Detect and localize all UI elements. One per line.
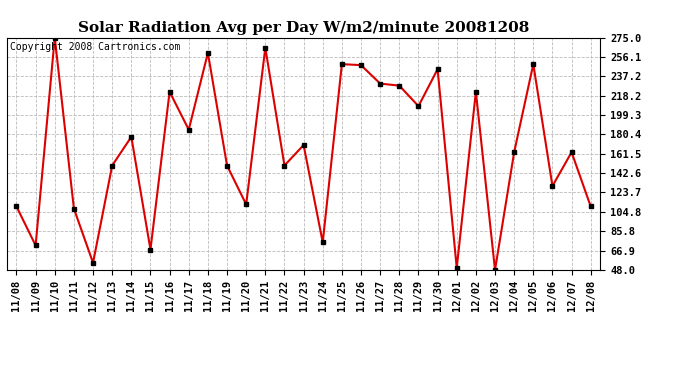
Title: Solar Radiation Avg per Day W/m2/minute 20081208: Solar Radiation Avg per Day W/m2/minute … xyxy=(78,21,529,35)
Text: Copyright 2008 Cartronics.com: Copyright 2008 Cartronics.com xyxy=(10,42,180,52)
